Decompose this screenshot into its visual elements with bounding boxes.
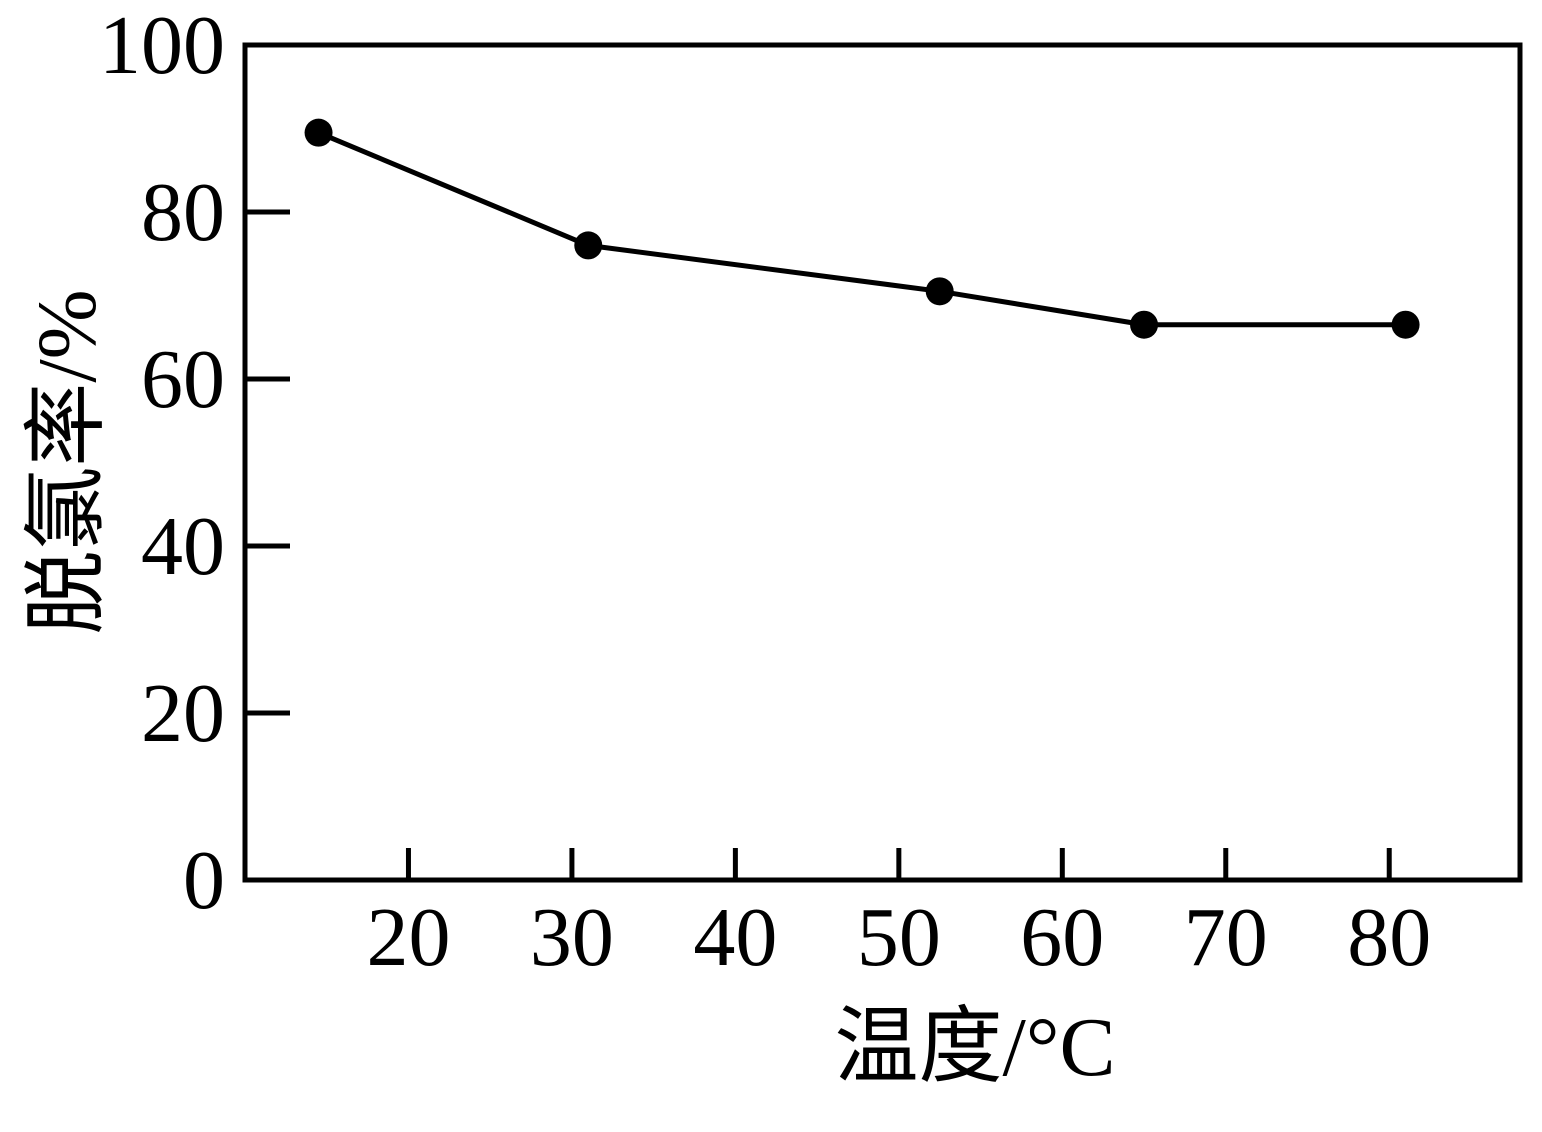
y-tick-label: 60 [141,333,225,426]
x-tick-label: 20 [366,891,450,984]
y-tick-label: 100 [99,0,225,92]
y-tick-label: 20 [141,667,225,760]
data-point [1130,310,1159,339]
x-tick-label: 60 [1020,891,1104,984]
x-axis-label: 温度/°C [835,1001,1116,1094]
plot-frame [242,42,1523,883]
x-tick-label: 30 [530,891,614,984]
y-axis-label: 脱氯率/% [21,289,114,634]
x-tick-label: 50 [857,891,941,984]
data-point [1391,310,1420,339]
x-tick-label: 80 [1347,891,1431,984]
x-tick-label: 40 [693,891,777,984]
y-tick-label: 40 [141,500,225,593]
data-line [317,130,1406,328]
x-tick-label: 70 [1184,891,1268,984]
data-point [574,231,603,260]
y-tick-label: 0 [183,834,225,927]
y-tick-label: 80 [141,166,225,259]
data-point [304,118,333,147]
data-point [925,277,954,306]
